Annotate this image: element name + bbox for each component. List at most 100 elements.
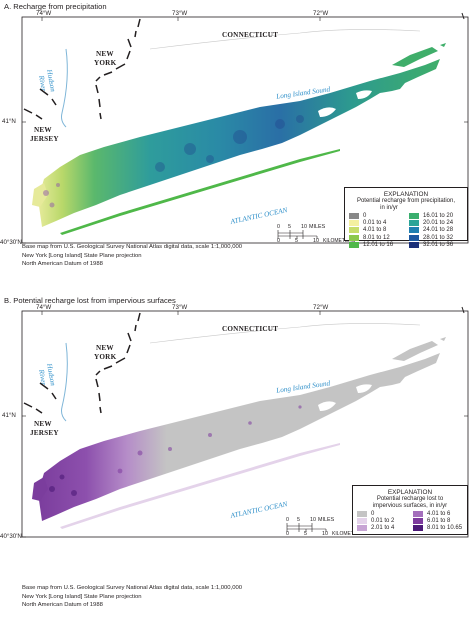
legend-item: 8.01 to 10.65 xyxy=(413,525,462,532)
label-new-york-2: YORK xyxy=(94,59,117,67)
label-connecticut-b: CONNECTICUT xyxy=(222,325,279,333)
legend-a: EXPLANATION Potential recharge from prec… xyxy=(344,187,468,248)
legend-a-subtitle-1: Potential recharge from precipitation, xyxy=(356,198,456,204)
credit-b-3: North American Datum of 1988 xyxy=(22,602,103,609)
panel-b-map-graphic xyxy=(21,306,469,538)
legend-item: 28.01 to 32 xyxy=(409,234,454,242)
scale-mi-0: 0 xyxy=(277,224,280,230)
legend-label: 28.01 to 32 xyxy=(423,234,454,241)
label-new-jersey-2-b: JERSEY xyxy=(30,429,59,437)
legend-b-items: 0 0.01 to 2 2.01 to 4 4.01 to 6 6.01 to 8 8.0… xyxy=(357,511,465,535)
label-new-york-1: NEW xyxy=(96,50,114,58)
scale-mi-5: 5 xyxy=(288,224,291,230)
legend-item: 0.01 to 2 xyxy=(357,518,394,525)
credit-b-1: Base map from U.S. Geological Survey Nat… xyxy=(22,585,243,591)
scale-km-0: 0 xyxy=(277,238,280,244)
legend-item: 12.01 to 16 xyxy=(349,241,394,249)
label-new-york-2-b: YORK xyxy=(94,353,117,361)
panel-b-credits: Base map from U.S. Geological Survey Nat… xyxy=(22,584,242,610)
label-connecticut: CONNECTICUT xyxy=(222,31,279,39)
north-fork-b xyxy=(392,341,438,361)
label-new-jersey-1-b: NEW xyxy=(34,420,52,428)
legend-b-subtitle-1: Potential recharge lost to xyxy=(376,496,444,502)
legend-swatch xyxy=(409,227,419,234)
legend-label: 0 xyxy=(363,213,367,219)
legend-swatch xyxy=(413,518,423,525)
legend-swatch xyxy=(349,234,359,241)
scale-miles-unit-b: MILES xyxy=(318,517,335,523)
legend-item: 32.01 to 36 xyxy=(409,241,453,249)
legend-label: 0 xyxy=(371,511,375,517)
legend-swatch xyxy=(413,525,423,532)
credit-a-1: Base map from U.S. Geological Survey Nat… xyxy=(22,244,243,250)
legend-swatch xyxy=(349,220,359,227)
legend-swatch xyxy=(409,241,419,248)
legend-label: 8.01 to 12 xyxy=(363,234,390,241)
lat-tick-4030: 40°30'N xyxy=(0,239,22,246)
north-fork xyxy=(392,47,438,67)
legend-b: EXPLANATION Potential recharge lost to i… xyxy=(352,485,468,535)
legend-label: 12.01 to 16 xyxy=(363,241,394,248)
legend-a-heading: EXPLANATION xyxy=(383,191,429,198)
panel-b-title: B. Potential recharge lost from impervio… xyxy=(4,296,176,305)
legend-b-heading: EXPLANATION xyxy=(387,489,433,496)
label-new-york-1-b: NEW xyxy=(96,344,114,352)
legend-a-items: 0 0.01 to 4 4.01 to 8 8.01 to 12 12.01 to 16… xyxy=(349,213,465,253)
legend-b-subtitle-2: impervious surfaces, in in/yr xyxy=(372,503,448,510)
legend-item: 16.01 to 20 xyxy=(409,213,453,220)
map-frame-b xyxy=(21,310,469,538)
legend-item: 4.01 to 8 xyxy=(349,227,386,234)
legend-label: 20.01 to 24 xyxy=(423,220,454,227)
legend-swatch xyxy=(413,511,423,517)
panel-b-map: 74°W 73°W 72°W 41°N 40°30'N NEW YORK NEW… xyxy=(0,303,471,540)
legend-swatch xyxy=(349,227,359,234)
lon-tick-72: 72°W xyxy=(313,10,329,17)
legend-swatch xyxy=(409,220,419,227)
scale-km-10-b: 10 xyxy=(322,531,328,537)
legend-a-subtitle-2: in in/yr xyxy=(380,205,398,212)
legend-item: 8.01 to 12 xyxy=(349,234,390,242)
legend-label: 24.01 to 28 xyxy=(423,227,454,234)
label-new-jersey-1: NEW xyxy=(34,126,52,134)
legend-item: 2.01 to 4 xyxy=(357,525,394,532)
scale-km-0-b: 0 xyxy=(286,531,289,537)
legend-item: 0 xyxy=(349,213,366,220)
lat-tick-41: 41°N xyxy=(2,118,16,125)
map-frame xyxy=(21,16,469,244)
long-island-impervious xyxy=(38,353,440,521)
panel-a-credits: Base map from U.S. Geological Survey Nat… xyxy=(22,243,242,269)
lon-tick-74: 74°W xyxy=(36,10,52,17)
panel-a-map: 74°W 73°W 72°W 41°N 40°30'N NEW YORK NEW… xyxy=(0,9,471,248)
scale-km-unit-b: KILOMETERS xyxy=(332,531,365,537)
scale-mi-10-b: 10 xyxy=(310,517,316,523)
lat-tick-4030-b: 40°30'N xyxy=(0,533,22,540)
scale-miles-unit: MILES xyxy=(309,224,326,230)
lat-tick-41-b: 41°N xyxy=(2,412,16,419)
scale-mi-0-b: 0 xyxy=(286,517,289,523)
scale-km-5-b: 5 xyxy=(304,531,307,537)
lon-tick-74-b: 74°W xyxy=(36,304,52,311)
scale-bar: 0 5 10 MILES 0 5 10 KILOMETERS xyxy=(277,224,355,245)
scale-mi-10: 10 xyxy=(301,224,307,230)
legend-swatch xyxy=(409,213,419,219)
scale-km-5: 5 xyxy=(295,238,298,244)
legend-item: 4.01 to 6 xyxy=(413,511,450,518)
legend-swatch xyxy=(349,213,359,219)
scale-km-10: 10 xyxy=(313,238,319,244)
legend-label: 0.01 to 4 xyxy=(363,220,387,227)
legend-label: 16.01 to 20 xyxy=(423,213,454,219)
legend-item: 0.01 to 4 xyxy=(349,220,386,227)
lon-tick-73-b: 73°W xyxy=(172,304,188,311)
credit-a-2: New York [Long Island] State Plane proje… xyxy=(22,252,142,259)
lon-tick-72-b: 72°W xyxy=(313,304,329,311)
legend-item: 20.01 to 24 xyxy=(409,220,453,227)
legend-label: 4.01 to 6 xyxy=(427,511,451,517)
legend-label: 0.01 to 2 xyxy=(371,518,395,525)
legend-swatch xyxy=(357,525,367,532)
lon-tick-73: 73°W xyxy=(172,10,188,17)
credit-b-2: New York [Long Island] State Plane proje… xyxy=(22,593,142,600)
legend-swatch xyxy=(357,518,367,525)
legend-label: 4.01 to 8 xyxy=(363,227,387,234)
legend-label: 6.01 to 8 xyxy=(427,518,451,525)
panel-a-map-graphic xyxy=(21,12,469,244)
